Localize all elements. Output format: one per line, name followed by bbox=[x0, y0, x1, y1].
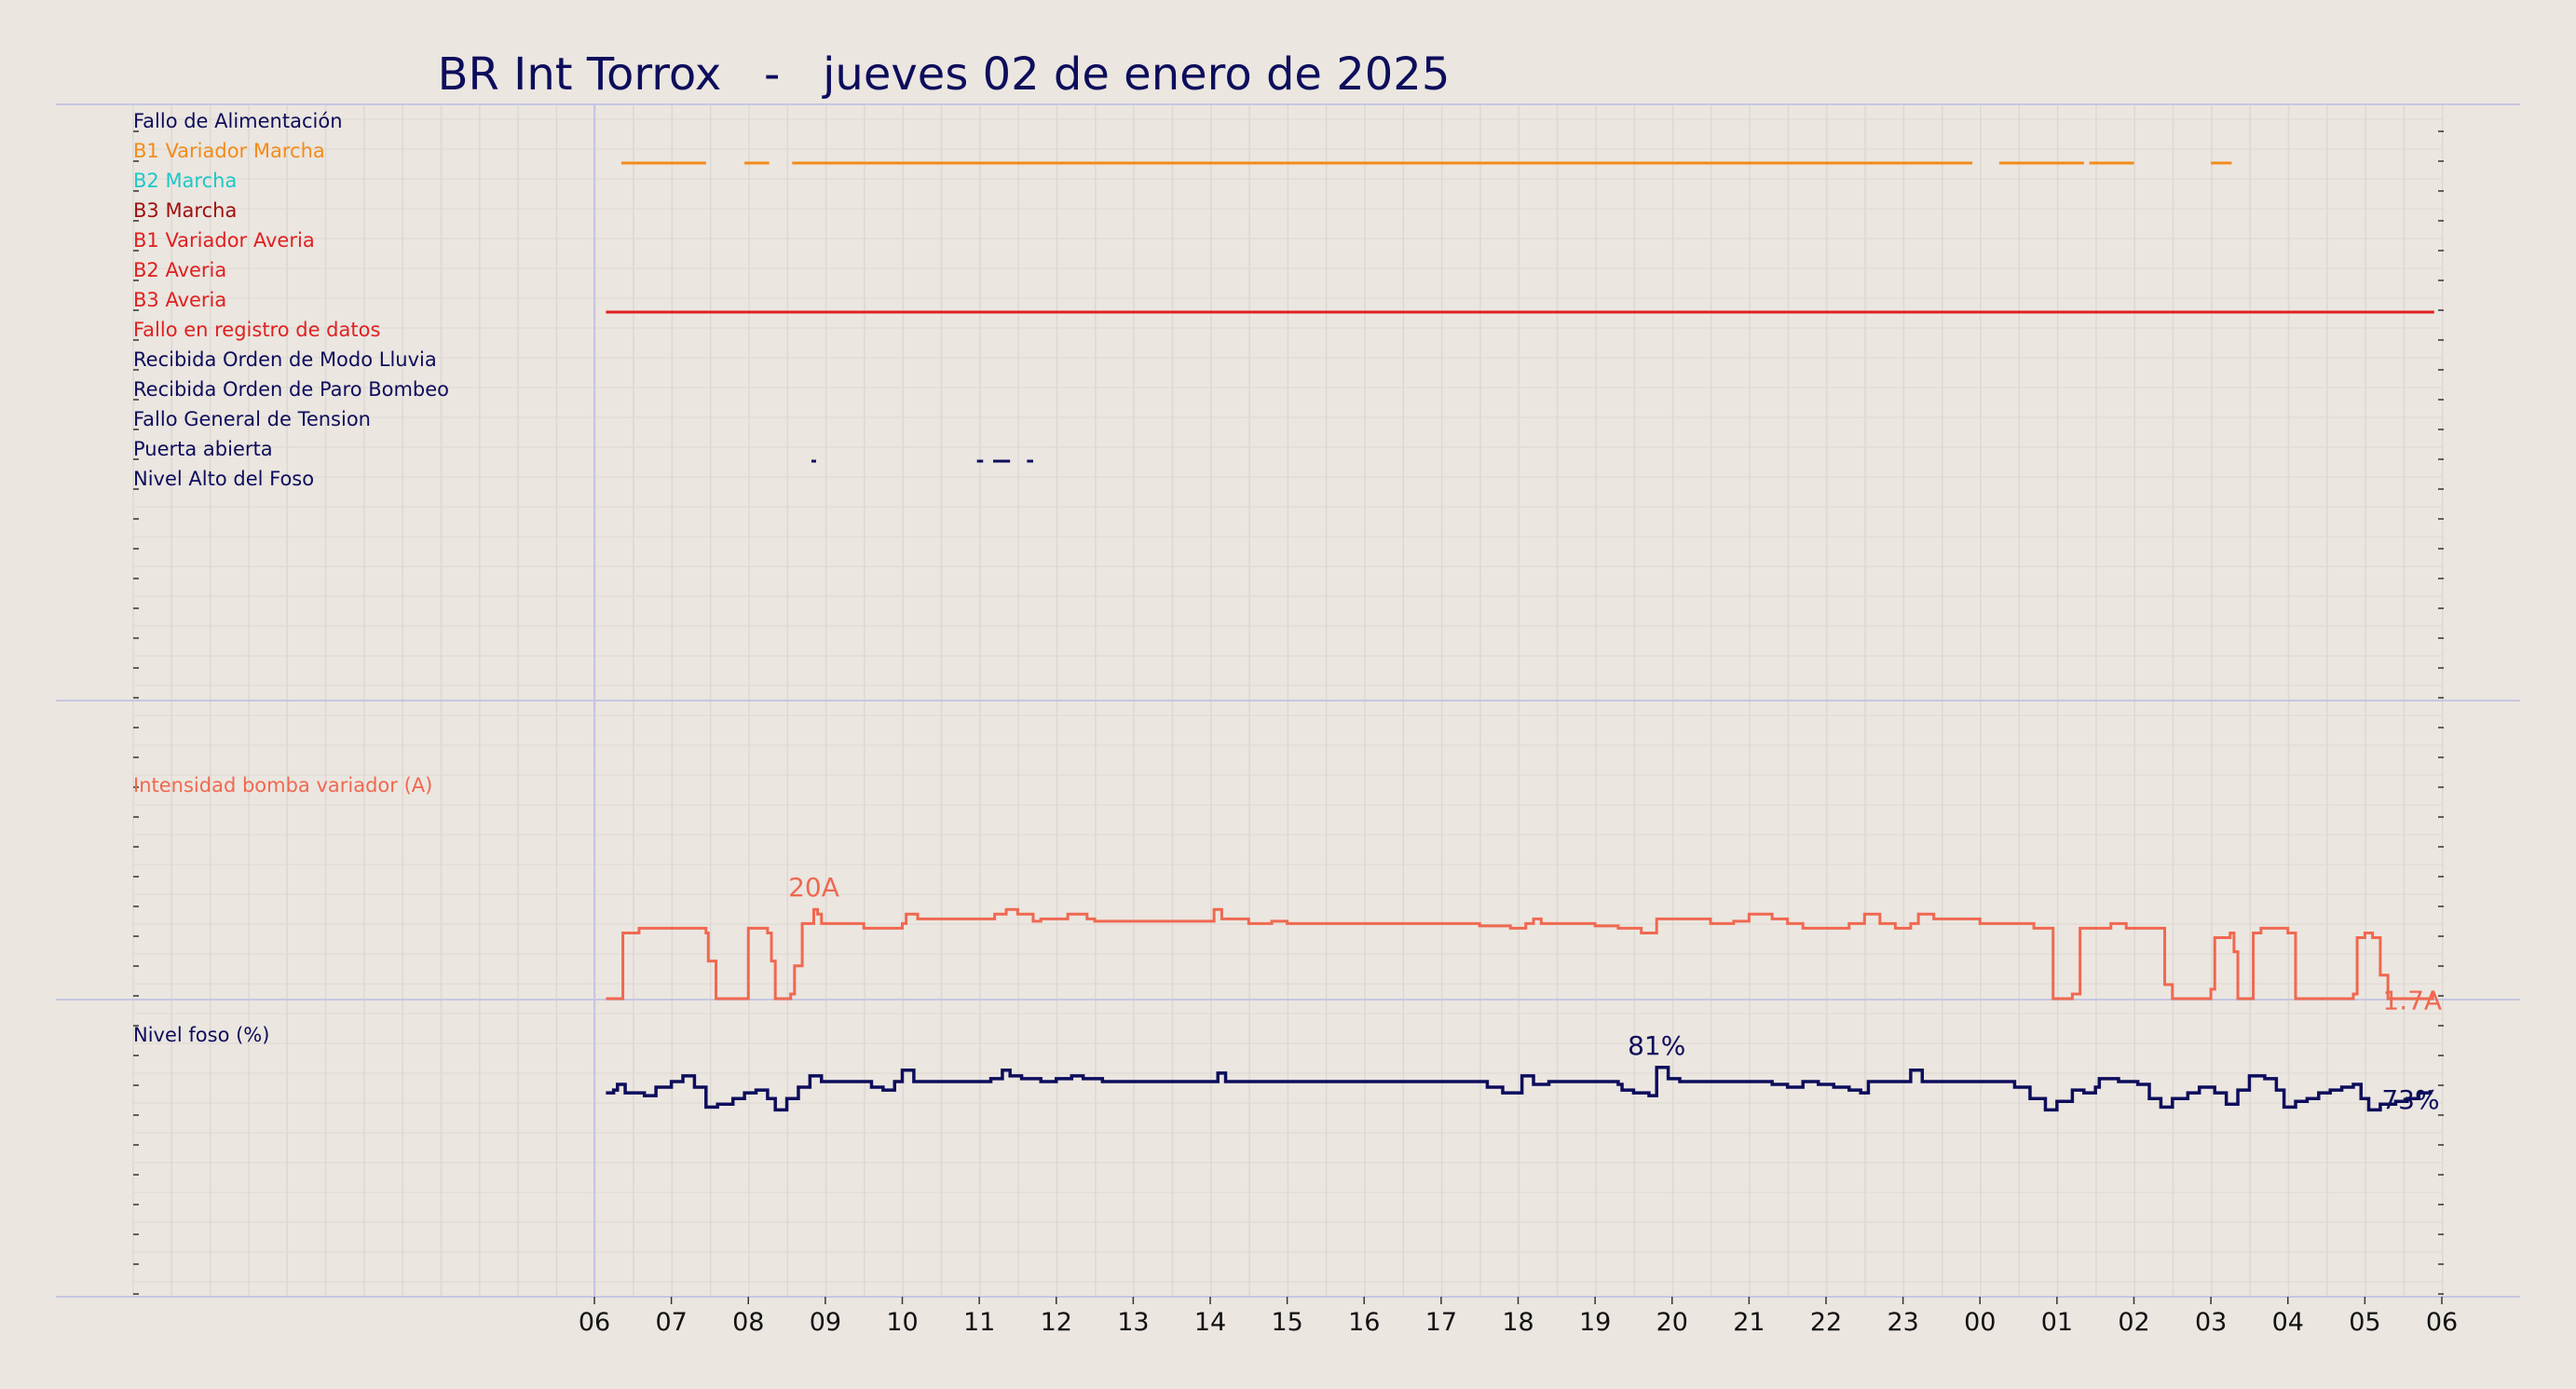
x-tick-label: 04 bbox=[2272, 1308, 2304, 1337]
grid bbox=[56, 103, 2520, 1298]
x-tick-label: 14 bbox=[1194, 1308, 1226, 1337]
signal-label: Puerta abierta bbox=[133, 438, 273, 460]
last-value-label: 1.7A bbox=[2382, 985, 2442, 1015]
signal-label: Recibida Orden de Paro Bombeo bbox=[133, 378, 449, 401]
x-tick-label: 22 bbox=[1810, 1308, 1842, 1337]
last-value-label: 73% bbox=[2381, 1084, 2439, 1115]
signal-label: B2 Averia bbox=[133, 259, 226, 281]
x-tick-label: 21 bbox=[1733, 1308, 1765, 1337]
x-tick-label: 17 bbox=[1425, 1308, 1457, 1337]
level-series-line bbox=[606, 1066, 2433, 1112]
signal-label: B1 Variador Marcha bbox=[133, 140, 325, 162]
x-tick-label: 07 bbox=[655, 1308, 687, 1337]
series-label: Nivel foso (%) bbox=[133, 1024, 269, 1046]
x-tick-label: 15 bbox=[1271, 1308, 1302, 1337]
signal-label: Nivel Alto del Foso bbox=[133, 468, 314, 490]
x-axis: 06 07 08 09 10 11 12 13 14 15 16 17 18 19 20 21 22 23 00 01… bbox=[579, 1297, 2458, 1337]
max-value-label: 20A bbox=[788, 872, 839, 903]
x-tick-label: 06 bbox=[579, 1308, 610, 1337]
x-tick-label: 05 bbox=[2349, 1308, 2380, 1337]
signal-label: B1 Variador Averia bbox=[133, 229, 315, 252]
signal-label: Fallo General de Tension bbox=[133, 408, 371, 430]
max-value-label: 81% bbox=[1628, 1030, 1685, 1061]
x-tick-label: 12 bbox=[1041, 1308, 1072, 1337]
x-tick-label: 02 bbox=[2118, 1308, 2149, 1337]
x-tick-label: 06 bbox=[2426, 1308, 2458, 1337]
signal-label: B3 Averia bbox=[133, 289, 226, 311]
analog-series: Intensidad bomba variador (A) 20A 1.7A Nive… bbox=[133, 774, 2442, 1115]
digital-panel: Fallo de Alimentación B1 Variador Marcha B… bbox=[133, 110, 2434, 490]
x-tick-label: 03 bbox=[2195, 1308, 2227, 1337]
x-tick-label: 08 bbox=[732, 1308, 764, 1337]
signal-label: Fallo de Alimentación bbox=[133, 110, 343, 132]
signal-label: Fallo en registro de datos bbox=[133, 319, 380, 341]
x-tick-label: 13 bbox=[1117, 1308, 1149, 1337]
x-tick-label: 10 bbox=[886, 1308, 918, 1337]
signal-label: Recibida Orden de Modo Lluvia bbox=[133, 348, 437, 371]
signal-label: B2 Marcha bbox=[133, 170, 237, 192]
chart-title: BR Int Torrox - jueves 02 de enero de 20… bbox=[438, 48, 1451, 101]
x-tick-label: 19 bbox=[1579, 1308, 1611, 1337]
x-tick-label: 11 bbox=[963, 1308, 995, 1337]
x-tick-label: 01 bbox=[2041, 1308, 2073, 1337]
signal-label: B3 Marcha bbox=[133, 199, 237, 222]
x-tick-label: 20 bbox=[1656, 1308, 1688, 1337]
x-tick-label: 00 bbox=[1964, 1308, 1996, 1337]
x-tick-label: 23 bbox=[1887, 1308, 1918, 1337]
current-series-line bbox=[606, 907, 2434, 1001]
series-label: Intensidad bomba variador (A) bbox=[133, 774, 432, 797]
x-tick-label: 18 bbox=[1502, 1308, 1533, 1337]
x-tick-label: 09 bbox=[810, 1308, 841, 1337]
x-tick-label: 16 bbox=[1348, 1308, 1380, 1337]
